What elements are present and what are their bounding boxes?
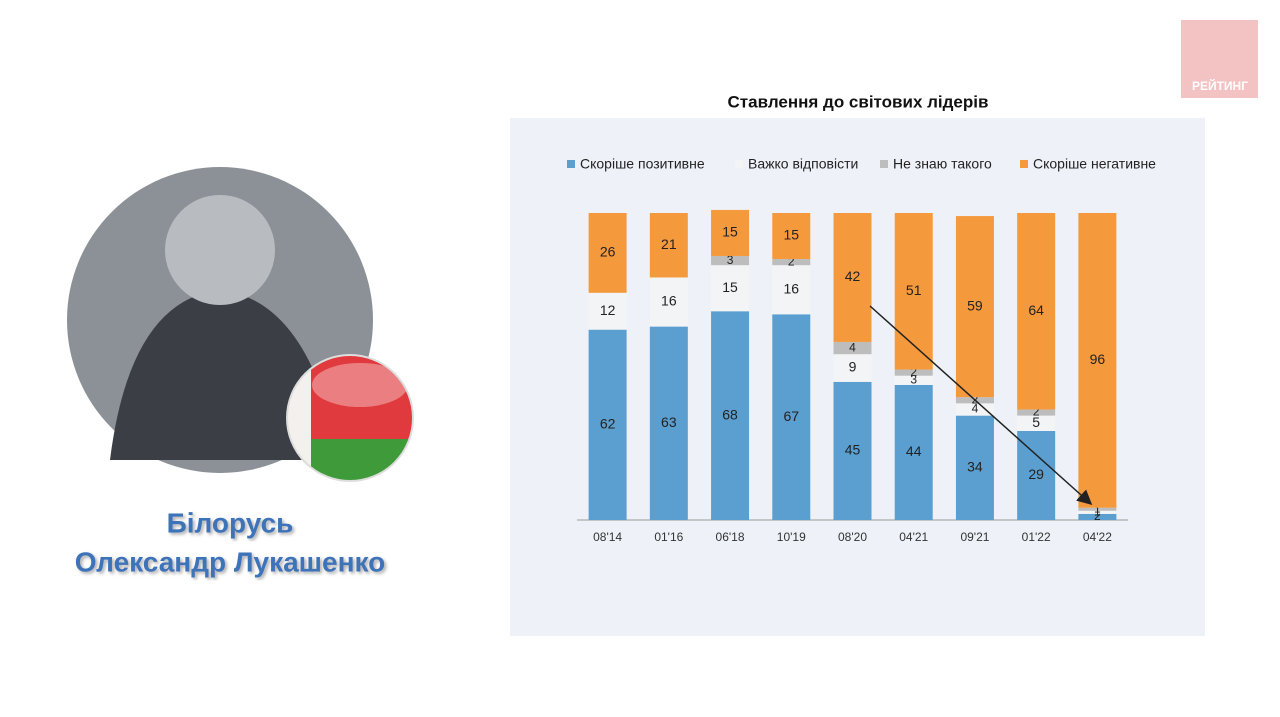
data-label: 64 (1028, 302, 1044, 318)
data-label: 4 (972, 402, 979, 416)
bar-segment (833, 354, 872, 382)
bar-segment (894, 369, 933, 376)
x-tick-label: 08'14 (593, 530, 622, 544)
logo: РЕЙТИНГ (1192, 78, 1248, 93)
x-tick-label: 04'21 (899, 530, 928, 544)
data-label: 2 (1094, 509, 1101, 523)
chart-title: Ставлення до світових лідерів (728, 92, 989, 111)
bar-segment (1017, 409, 1056, 416)
bar-segment (649, 213, 688, 278)
data-label: 15 (722, 279, 738, 295)
bar-segment (1078, 507, 1117, 511)
legend-label: Не знаю такого (893, 156, 992, 172)
portrait-face (165, 195, 275, 305)
bar-segment (588, 329, 627, 520)
data-label: 15 (783, 227, 799, 243)
portrait-suit (110, 290, 340, 460)
bar-segment (1017, 213, 1056, 410)
data-label: 96 (1090, 351, 1106, 367)
data-label: 4 (849, 340, 856, 354)
bar-segment (894, 213, 933, 370)
data-label: 26 (600, 244, 616, 260)
bar-segment (955, 403, 994, 416)
x-tick-label: 06'18 (716, 530, 745, 544)
data-label: 34 (967, 459, 983, 475)
data-label: 16 (661, 293, 677, 309)
bar-segment (772, 265, 811, 315)
data-label: 29 (1028, 466, 1044, 482)
data-label: 9 (849, 359, 857, 375)
x-tick-label: 01'22 (1022, 530, 1051, 544)
bar-segment (711, 209, 750, 256)
bar-segment (649, 326, 688, 520)
bar-segment (711, 255, 750, 266)
legend-swatch (1020, 160, 1028, 168)
bar-segment (1078, 513, 1117, 520)
x-tick-label: 09'21 (960, 530, 989, 544)
bar-segment (711, 311, 750, 520)
x-tick-label: 01'16 (654, 530, 683, 544)
bar-segment (833, 213, 872, 342)
data-label: 1 (1094, 501, 1101, 515)
x-tick-label: 04'22 (1083, 530, 1112, 544)
legend-label: Скоріше позитивне (580, 156, 705, 172)
data-label: 21 (661, 236, 677, 252)
data-label: 59 (967, 297, 983, 313)
legend-swatch (735, 160, 743, 168)
data-label: 2 (910, 365, 917, 379)
data-label: 45 (845, 442, 861, 458)
bar-segment (649, 277, 688, 327)
bar-segment (833, 341, 872, 355)
data-label: 62 (600, 416, 616, 432)
bar-segment (955, 415, 994, 520)
bar-segment (588, 213, 627, 293)
bar-segment (894, 375, 933, 385)
bar-segment (1078, 510, 1117, 514)
data-label: 16 (783, 280, 799, 296)
data-label: 5 (1032, 414, 1040, 430)
data-label: 63 (661, 414, 677, 430)
trend-arrow (869, 305, 1093, 506)
logo-box (1181, 20, 1258, 98)
country: Білорусь (167, 507, 294, 538)
bar-segment (894, 384, 933, 520)
bar-segment (833, 381, 872, 520)
person-name: Олександр Лукашенко (75, 546, 385, 577)
bar-segment (772, 259, 811, 266)
bar-segment (772, 213, 811, 260)
x-tick-label: 08'20 (838, 530, 867, 544)
data-label: 3 (910, 372, 917, 386)
legend-label: Важко відповісти (748, 156, 858, 172)
bar-segment (1017, 430, 1056, 520)
data-label: 44 (906, 443, 922, 459)
legend-swatch (880, 160, 888, 168)
bar-segment (588, 292, 627, 330)
legend-swatch (567, 160, 575, 168)
data-label: 68 (722, 406, 738, 422)
data-label: 15 (722, 224, 738, 240)
legend-label: Скоріше негативне (1033, 156, 1156, 172)
flag-rim (286, 354, 414, 482)
bar-segment (1017, 415, 1056, 431)
bar-segment (955, 216, 994, 398)
x-tick-label: 10'19 (777, 530, 806, 544)
data-label: 42 (845, 268, 861, 284)
data-label: 67 (783, 408, 799, 424)
data-label: 2 (1033, 405, 1040, 419)
data-label: 51 (906, 282, 922, 298)
data-label: 1 (1094, 504, 1101, 518)
bar-segment (1078, 213, 1117, 508)
data-label: 2 (788, 254, 795, 268)
bar-segment (711, 265, 750, 312)
bar-segment (772, 314, 811, 520)
data-label: 3 (727, 253, 734, 267)
data-label: 12 (600, 302, 616, 318)
